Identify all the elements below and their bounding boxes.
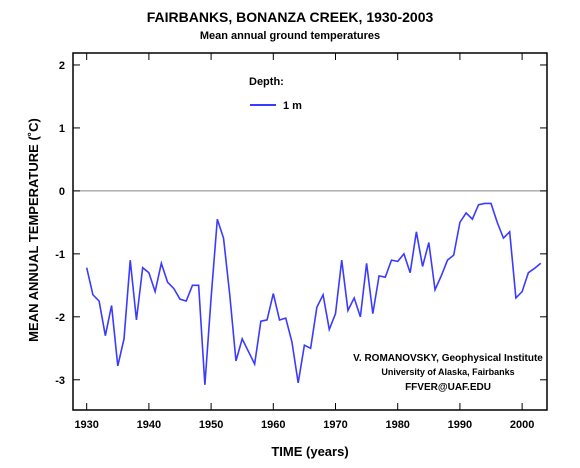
- x-tick-label: 1970: [323, 419, 347, 431]
- data-line: [85, 202, 542, 385]
- x-tick-label: 1950: [199, 419, 223, 431]
- annotation: V. ROMANOVSKY, Geophysical Institute: [353, 353, 543, 364]
- x-tick-label: 1940: [137, 419, 161, 431]
- x-tick-label: 1930: [74, 419, 98, 431]
- y-tick-label: -2: [55, 312, 65, 324]
- chart-title: FAIRBANKS, BONANZA CREEK, 1930-2003: [147, 9, 434, 25]
- y-tick-label: -3: [55, 375, 65, 387]
- legend-title: Depth:: [249, 76, 284, 88]
- annotation: FFVER@UAF.EDU: [405, 382, 491, 393]
- plot-frame: [72, 52, 548, 411]
- chart-subtitle: Mean annual ground temperatures: [200, 30, 380, 42]
- y-tick-label: 0: [59, 186, 65, 198]
- y-tick-label: 1: [59, 123, 65, 135]
- x-tick-label: 1960: [261, 419, 285, 431]
- y-tick-label: -1: [55, 249, 65, 261]
- y-tick-label: 2: [59, 60, 65, 72]
- x-axis-label: TIME (years): [271, 444, 348, 459]
- legend-label: 1 m: [283, 100, 302, 112]
- x-tick-label: 1990: [448, 419, 472, 431]
- annotation: University of Alaska, Fairbanks: [381, 367, 514, 377]
- x-tick-label: 2000: [510, 419, 534, 431]
- x-tick-label: 1980: [385, 419, 409, 431]
- y-axis-label: MEAN ANNUAL TEMPERATURE (˚C): [26, 118, 41, 342]
